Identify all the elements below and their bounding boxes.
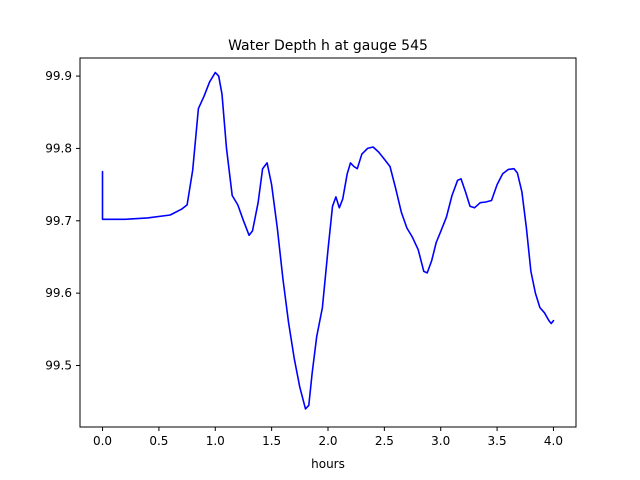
y-tick-label: 99.8 (45, 141, 72, 155)
x-tick-label: 2.0 (318, 434, 337, 448)
x-axis-ticks: 0.0 0.5 1.0 1.5 2.0 2.5 3.0 3.5 4.0 (93, 427, 563, 448)
y-tick-label: 99.5 (45, 359, 72, 373)
x-tick-label: 1.0 (206, 434, 225, 448)
series-line-water-depth (101, 71, 555, 410)
x-tick-label: 3.5 (488, 434, 507, 448)
y-tick-label: 99.9 (45, 69, 72, 83)
x-axis-label: hours (311, 457, 345, 471)
x-tick-label: 2.5 (375, 434, 394, 448)
plot-frame (79, 57, 577, 428)
x-tick-label: 3.0 (431, 434, 450, 448)
x-tick-label: 4.0 (544, 434, 563, 448)
y-axis-ticks: 99.5 99.6 99.7 99.8 99.9 (45, 69, 80, 373)
y-tick-label: 99.7 (45, 214, 72, 228)
y-tick-label: 99.6 (45, 286, 72, 300)
series-layer (101, 71, 555, 410)
x-tick-label: 0.0 (93, 434, 112, 448)
x-tick-label: 0.5 (149, 434, 168, 448)
x-tick-label: 1.5 (262, 434, 281, 448)
chart-title: Water Depth h at gauge 545 (228, 38, 428, 54)
